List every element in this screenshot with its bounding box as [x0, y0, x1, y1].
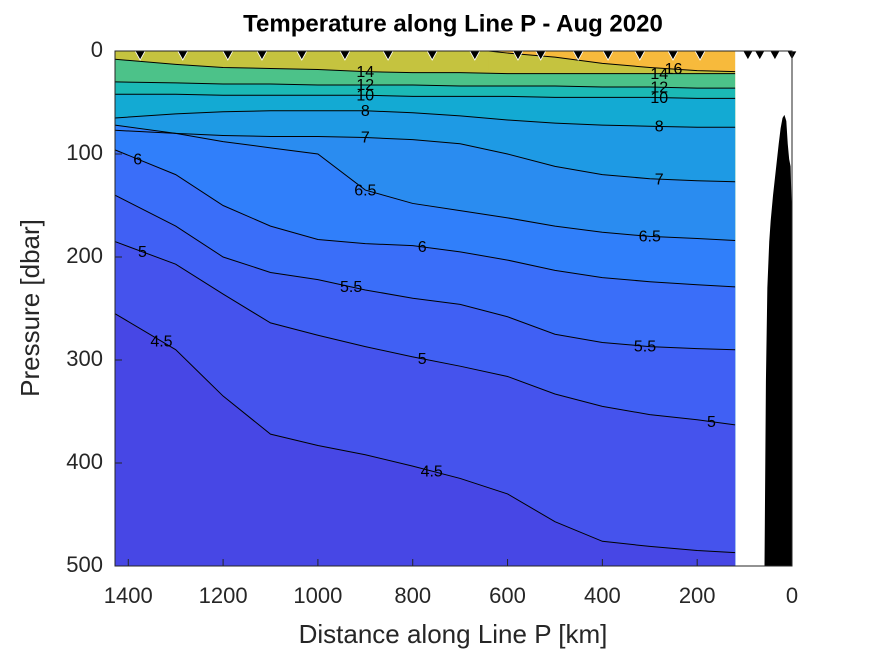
bathymetry: [764, 114, 792, 567]
y-tick-label: 200: [66, 243, 103, 268]
y-axis-label: Pressure [dbar]: [15, 219, 45, 397]
contour-label: 5.5: [634, 338, 656, 355]
station-marker: [742, 50, 754, 61]
contour-line: [114, 124, 736, 242]
contour-label: 8: [655, 119, 664, 136]
contour-label: 4.5: [150, 333, 172, 350]
contour-fills: [115, 51, 736, 567]
x-tick-label: 1200: [199, 583, 248, 608]
contour-line: [488, 50, 736, 73]
contour-fill: [115, 313, 736, 566]
contour-label: 5: [418, 351, 427, 368]
contour-label: 12: [356, 77, 374, 94]
x-tick-label: 1000: [293, 583, 342, 608]
contour-label: 12: [650, 79, 668, 96]
x-tick-label: 1400: [104, 583, 153, 608]
contour-label: 6: [418, 239, 427, 256]
contour-label: 7: [655, 171, 664, 188]
y-tick-label: 500: [66, 552, 103, 577]
x-tick-label: 0: [786, 583, 798, 608]
contour-line: [115, 93, 736, 99]
contour-line: [114, 241, 736, 426]
x-tick-label: 400: [584, 583, 621, 608]
y-tick-label: 0: [91, 37, 103, 62]
y-tick-label: 100: [66, 140, 103, 165]
contour-line: [114, 313, 736, 554]
contour-label: 6: [133, 151, 142, 168]
contour-line: [114, 110, 736, 128]
x-tick-label: 800: [394, 583, 431, 608]
contour-label: 7: [361, 130, 370, 147]
contour-label: 5.5: [340, 279, 362, 296]
station-marker: [754, 50, 766, 61]
y-tick-label: 400: [66, 449, 103, 474]
x-tick-label: 600: [489, 583, 526, 608]
contour-line: [114, 81, 736, 89]
contour-label: 6.5: [354, 182, 376, 199]
contour-line: [114, 58, 736, 75]
x-axis-label: Distance along Line P [km]: [299, 619, 608, 649]
contour-label: 14: [356, 64, 374, 81]
contour-label: 16: [665, 61, 683, 78]
contour-line: [114, 149, 736, 288]
contour-label: 10: [650, 90, 668, 107]
contour-label: 5: [707, 414, 716, 431]
contour-label: 10: [356, 88, 374, 105]
y-tick-label: 300: [66, 346, 103, 371]
x-tick-label: 200: [679, 583, 716, 608]
contour-line: [114, 129, 736, 183]
station-marker: [769, 50, 781, 61]
contour-label: 8: [361, 103, 370, 120]
contour-label: 5: [138, 244, 147, 261]
overlays: 1400 1200 1000 800 600 400 200 0 0 100 200 300 400 50…: [66, 37, 798, 608]
contour-label: 4.5: [421, 463, 443, 480]
contour-line: [114, 194, 736, 351]
contour-label: 14: [650, 66, 668, 83]
axes-box: [114, 50, 793, 567]
chart-title: Temperature along Line P - Aug 2020: [243, 10, 663, 37]
contour-label: 6.5: [639, 229, 661, 246]
